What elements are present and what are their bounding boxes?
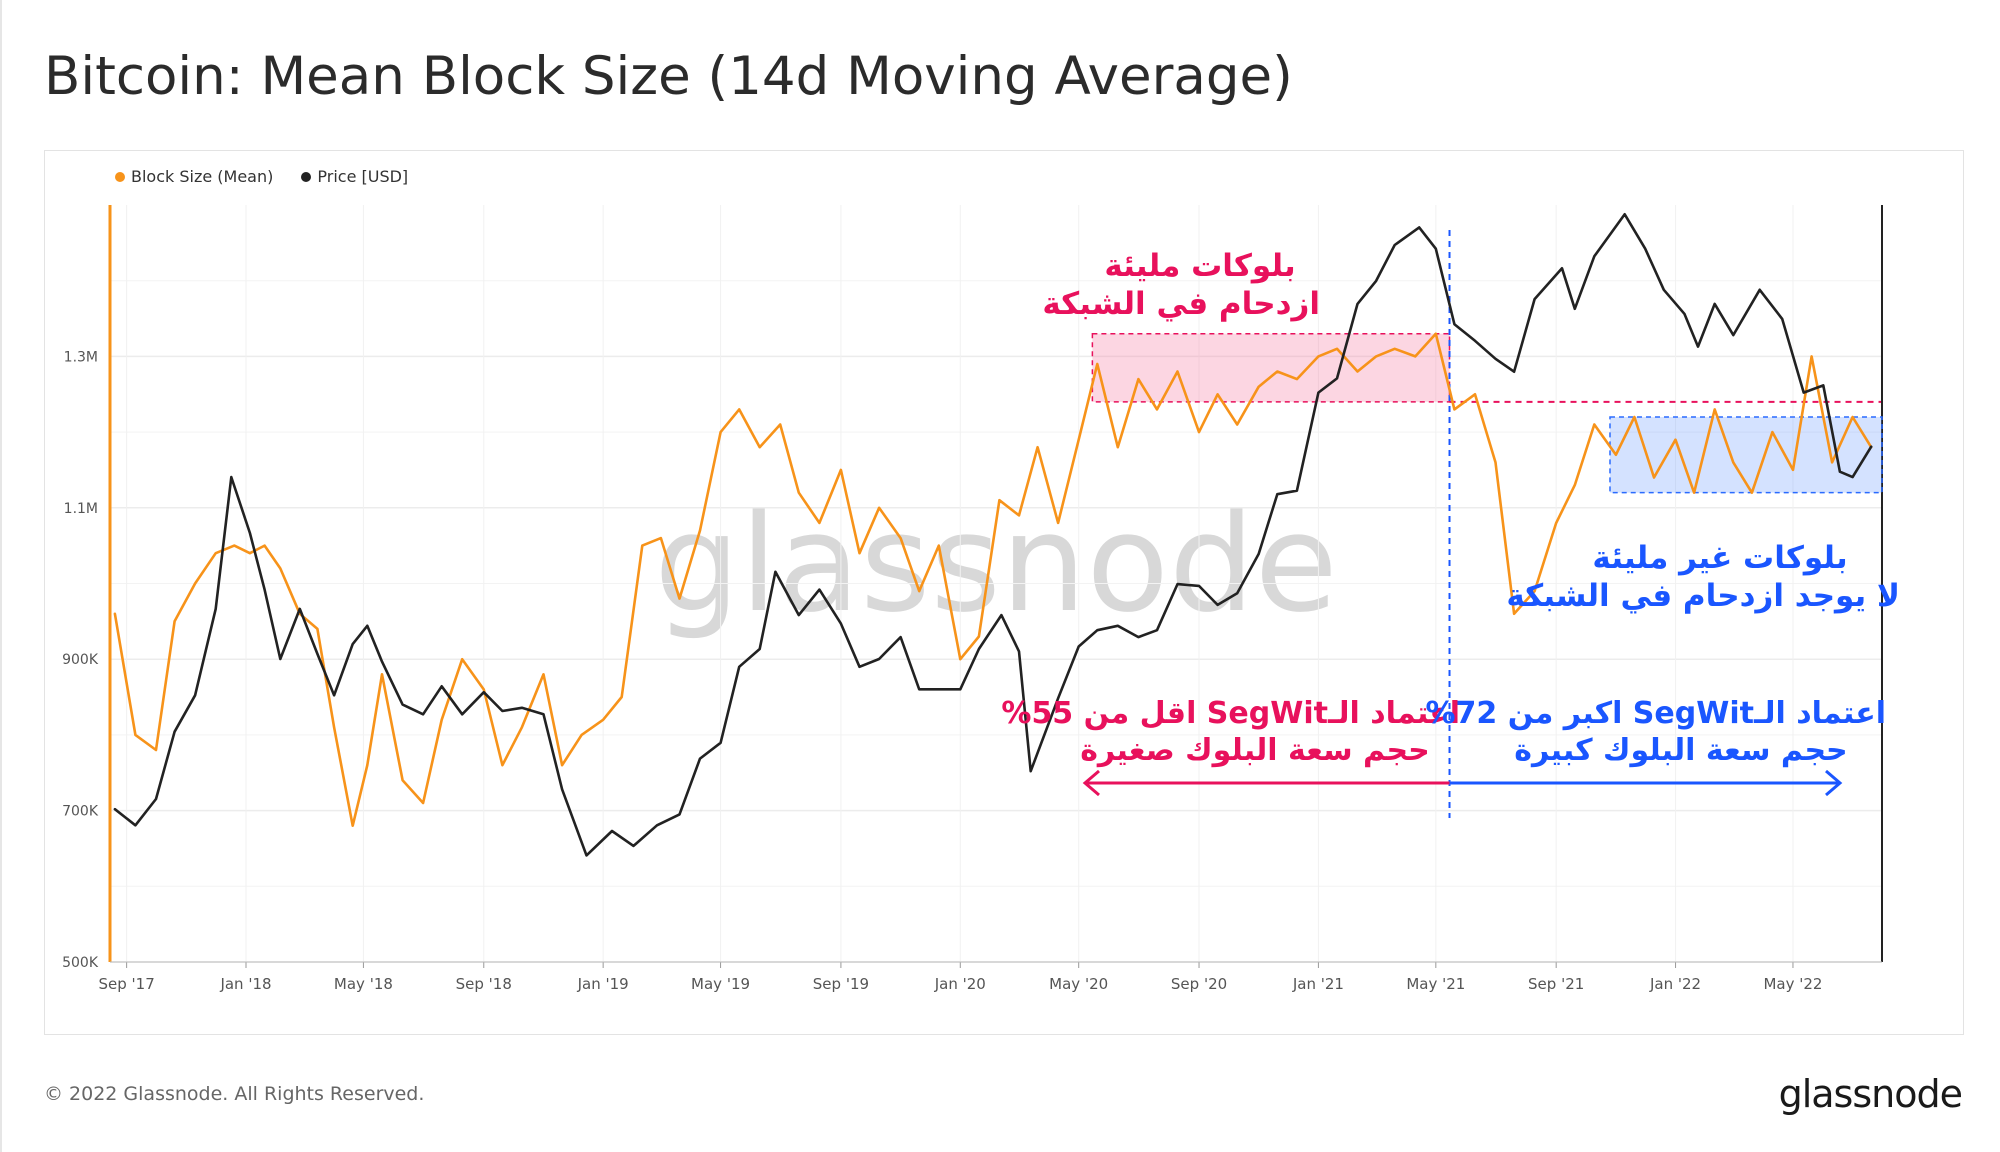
page-edge: [0, 0, 2, 1152]
legend-label-block-size: Block Size (Mean): [131, 167, 274, 186]
legend: Block Size (Mean) Price [USD]: [115, 167, 408, 186]
series-block-size-line: [113, 332, 1873, 828]
annotation-segwit-low-line2: حجم سعة البلوك صغيرة: [1080, 732, 1430, 768]
annotation-not-full-blocks-line1: بلوكات غير مليئة: [1592, 540, 1848, 576]
x-tick-label: Jan '21: [1292, 975, 1344, 993]
legend-item-block-size[interactable]: Block Size (Mean): [115, 167, 273, 186]
legend-dot-orange-icon: [115, 171, 125, 182]
series-price-line: [113, 213, 1873, 857]
blue-box: [1609, 416, 1883, 494]
x-tick-label: May '21: [1406, 975, 1465, 993]
pink-box: [1091, 332, 1451, 403]
x-tick-label: Sep '20: [1171, 975, 1227, 993]
footer-copyright: © 2022 Glassnode. All Rights Reserved.: [44, 1083, 425, 1105]
y-left-tick-label: 500K: [62, 955, 99, 971]
x-tick-label: May '20: [1049, 975, 1108, 993]
y-left-tick-label: 1.3M: [64, 349, 98, 365]
annotation-not-full-blocks: بلوكات غير مليئة لا يوجد ازدحام في الشبك…: [1506, 540, 1900, 616]
x-tick-label: Sep '18: [456, 975, 512, 993]
annotation-full-blocks-line2: ازدحام في الشبكة: [1042, 285, 1320, 322]
legend-label-price: Price [USD]: [317, 167, 409, 186]
annotation-segwit-low: اعتماد الـSegWit اقل من 55% حجم سعة البل…: [1001, 696, 1460, 769]
legend-item-price[interactable]: Price [USD]: [301, 167, 408, 186]
x-tick-label: Jan '19: [577, 975, 629, 993]
page-title: Bitcoin: Mean Block Size (14d Moving Ave…: [44, 46, 1293, 107]
watermark: glassnode: [654, 485, 1338, 642]
y-left-tick-label: 700K: [62, 804, 99, 820]
x-tick-label: May '22: [1763, 975, 1822, 993]
x-tick-label: Sep '19: [813, 975, 869, 993]
x-tick-label: Jan '18: [219, 975, 271, 993]
annotation-segwit-high: اعتماد الـSegWit اكبر من 72% حجم سعة الب…: [1425, 696, 1886, 769]
x-tick-label: Jan '20: [934, 975, 986, 993]
x-tick-label: May '19: [691, 975, 750, 993]
legend-dot-black-icon: [301, 171, 312, 182]
x-tick-label: Sep '21: [1528, 975, 1584, 993]
y-left-tick-label: 900K: [62, 652, 99, 668]
arrow-pink-head-icon: [1082, 769, 1100, 797]
annotation-full-blocks: بلوكات مليئة ازدحام في الشبكة: [1042, 248, 1320, 324]
x-tick-label: Jan '22: [1649, 975, 1701, 993]
annotation-segwit-low-line1: اعتماد الـSegWit اقل من 55%: [1001, 696, 1460, 731]
annotation-segwit-high-line2: حجم سعة البلوك كبيرة: [1514, 732, 1848, 768]
annotation-full-blocks-line1: بلوكات مليئة: [1104, 248, 1296, 284]
x-tick-label: May '18: [334, 975, 393, 993]
arrow-blue-head-icon: [1825, 769, 1843, 797]
annotation-not-full-blocks-line2: لا يوجد ازدحام في الشبكة: [1506, 577, 1900, 614]
x-tick-label: Sep '17: [99, 975, 155, 993]
chart-panel: Block Size (Mean) Price [USD]: [44, 150, 1964, 1035]
annotation-segwit-high-line1: اعتماد الـSegWit اكبر من 72%: [1425, 696, 1886, 731]
y-left-tick-label: 1.1M: [64, 501, 98, 517]
footer-logo[interactable]: glassnode: [1778, 1072, 1963, 1116]
